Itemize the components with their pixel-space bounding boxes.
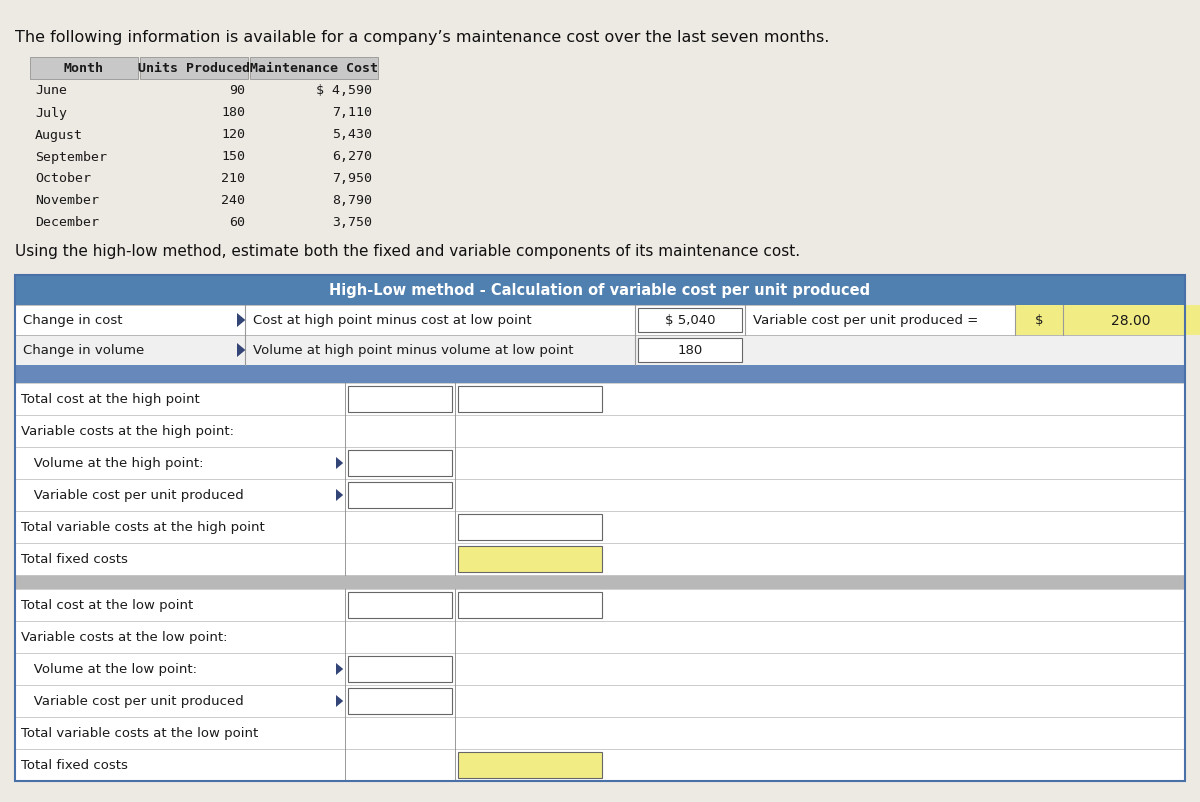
Bar bbox=[458, 752, 602, 778]
Bar bbox=[14, 480, 1186, 512]
Text: 210: 210 bbox=[221, 172, 245, 185]
Bar bbox=[638, 338, 742, 363]
Bar bbox=[14, 575, 1186, 589]
Text: Variable costs at the low point:: Variable costs at the low point: bbox=[22, 630, 228, 644]
Text: $: $ bbox=[1034, 314, 1043, 327]
Bar bbox=[1063, 306, 1200, 335]
Bar bbox=[14, 653, 1186, 685]
Text: Variable cost per unit produced: Variable cost per unit produced bbox=[22, 489, 244, 502]
Text: Variable cost per unit produced =: Variable cost per unit produced = bbox=[754, 314, 978, 327]
Text: 28.00: 28.00 bbox=[1111, 314, 1151, 327]
Bar bbox=[638, 309, 742, 333]
Text: Total cost at the high point: Total cost at the high point bbox=[22, 393, 199, 406]
Text: Cost at high point minus cost at low point: Cost at high point minus cost at low poi… bbox=[253, 314, 532, 327]
Text: October: October bbox=[35, 172, 91, 185]
Polygon shape bbox=[336, 489, 343, 501]
Polygon shape bbox=[238, 343, 246, 358]
Text: The following information is available for a company’s maintenance cost over the: The following information is available f… bbox=[14, 30, 829, 45]
Text: Maintenance Cost: Maintenance Cost bbox=[250, 63, 378, 75]
Bar bbox=[348, 482, 452, 508]
Bar bbox=[348, 592, 452, 618]
Text: 8,790: 8,790 bbox=[332, 194, 372, 207]
Text: Variable cost per unit produced: Variable cost per unit produced bbox=[22, 695, 244, 707]
Bar bbox=[30, 58, 138, 80]
Polygon shape bbox=[336, 695, 343, 707]
Text: 180: 180 bbox=[221, 107, 245, 119]
Text: 90: 90 bbox=[229, 84, 245, 97]
Bar bbox=[14, 512, 1186, 543]
Text: July: July bbox=[35, 107, 67, 119]
Bar bbox=[14, 335, 1186, 366]
Bar bbox=[140, 58, 248, 80]
Bar bbox=[14, 543, 1186, 575]
Bar bbox=[14, 366, 1186, 383]
Bar bbox=[348, 688, 452, 714]
Text: 6,270: 6,270 bbox=[332, 150, 372, 164]
Text: August: August bbox=[35, 128, 83, 141]
Polygon shape bbox=[238, 314, 246, 327]
Text: 60: 60 bbox=[229, 217, 245, 229]
Polygon shape bbox=[336, 663, 343, 675]
Bar bbox=[458, 387, 602, 412]
Text: 120: 120 bbox=[221, 128, 245, 141]
Text: Volume at the low point:: Volume at the low point: bbox=[22, 662, 197, 675]
Text: Variable costs at the high point:: Variable costs at the high point: bbox=[22, 425, 234, 438]
Text: Total fixed costs: Total fixed costs bbox=[22, 553, 128, 565]
Text: Total variable costs at the low point: Total variable costs at the low point bbox=[22, 727, 258, 739]
Text: 180: 180 bbox=[677, 344, 703, 357]
Text: Volume at the high point:: Volume at the high point: bbox=[22, 457, 204, 470]
Text: Total fixed costs: Total fixed costs bbox=[22, 759, 128, 772]
Text: Units Produced: Units Produced bbox=[138, 63, 250, 75]
Text: $ 4,590: $ 4,590 bbox=[316, 84, 372, 97]
Text: December: December bbox=[35, 217, 98, 229]
Text: 150: 150 bbox=[221, 150, 245, 164]
Text: 7,110: 7,110 bbox=[332, 107, 372, 119]
Bar bbox=[14, 717, 1186, 749]
Text: November: November bbox=[35, 194, 98, 207]
Bar bbox=[14, 589, 1186, 622]
Text: $ 5,040: $ 5,040 bbox=[665, 314, 715, 327]
Bar bbox=[14, 276, 1186, 781]
Bar bbox=[14, 383, 1186, 415]
Bar bbox=[14, 415, 1186, 448]
Text: 5,430: 5,430 bbox=[332, 128, 372, 141]
Bar bbox=[348, 451, 452, 476]
Text: Total cost at the low point: Total cost at the low point bbox=[22, 599, 193, 612]
Text: Month: Month bbox=[64, 63, 104, 75]
Bar bbox=[14, 749, 1186, 781]
Bar bbox=[458, 514, 602, 541]
Bar bbox=[14, 306, 1186, 335]
Bar bbox=[348, 656, 452, 683]
Bar bbox=[14, 448, 1186, 480]
Text: June: June bbox=[35, 84, 67, 97]
Bar bbox=[250, 58, 378, 80]
Bar bbox=[14, 276, 1186, 306]
Text: 3,750: 3,750 bbox=[332, 217, 372, 229]
Text: Volume at high point minus volume at low point: Volume at high point minus volume at low… bbox=[253, 344, 574, 357]
Text: Total variable costs at the high point: Total variable costs at the high point bbox=[22, 520, 265, 534]
Text: September: September bbox=[35, 150, 107, 164]
Text: High-Low method - Calculation of variable cost per unit produced: High-Low method - Calculation of variabl… bbox=[330, 283, 870, 298]
Text: Change in volume: Change in volume bbox=[23, 344, 144, 357]
Text: Change in cost: Change in cost bbox=[23, 314, 122, 327]
Bar bbox=[14, 622, 1186, 653]
Bar bbox=[14, 685, 1186, 717]
Polygon shape bbox=[336, 457, 343, 469]
Bar bbox=[458, 592, 602, 618]
Bar bbox=[1015, 306, 1063, 335]
Bar bbox=[458, 546, 602, 573]
Bar bbox=[348, 387, 452, 412]
Text: Using the high-low method, estimate both the fixed and variable components of it: Using the high-low method, estimate both… bbox=[14, 244, 800, 259]
Text: 240: 240 bbox=[221, 194, 245, 207]
Text: 7,950: 7,950 bbox=[332, 172, 372, 185]
